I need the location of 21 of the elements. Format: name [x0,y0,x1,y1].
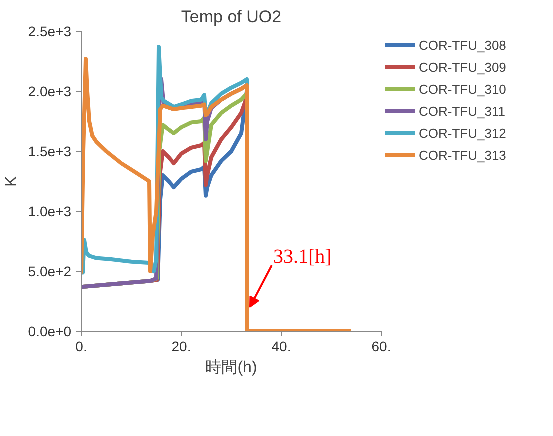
x-tick-label: 40. [272,338,292,354]
line-series [82,57,354,332]
legend-label: COR-TFU_309 [419,60,506,74]
legend-label: COR-TFU_312 [419,126,506,140]
legend-label: COR-TFU_310 [419,82,506,96]
x-tick-label: 20. [172,338,192,354]
y-tick-label: 2.5e+3 [28,24,72,40]
y-tick-label: 1.5e+3 [28,144,72,160]
x-tick-label: 60. [372,338,392,354]
y-tick-label: 5.0e+2 [28,264,72,280]
legend-label: COR-TFU_313 [419,148,506,162]
y-tick-label: 2.0e+3 [28,84,72,100]
y-tick-label: 0.0e+0 [28,324,72,340]
x-axis-title: 時間(h) [206,358,258,376]
legend-label: COR-TFU_311 [419,104,506,118]
x-tick-label: 0. [76,338,88,354]
chart-title: Temp of UO2 [181,8,282,26]
annotation: 33.1[h] [274,246,332,268]
y-axis-title: K [3,176,20,187]
legend-label: COR-TFU_308 [419,38,506,52]
y-tick-label: 1.0e+3 [28,204,72,220]
